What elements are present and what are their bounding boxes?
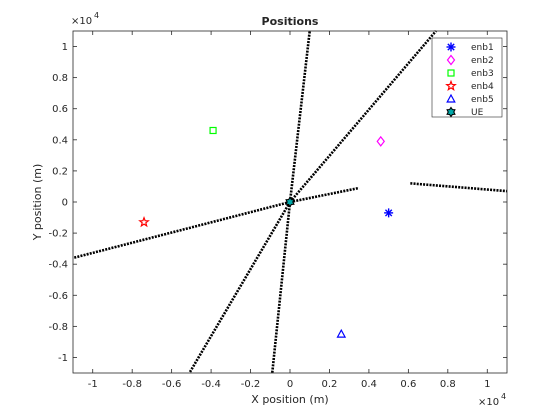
- legend-label: UE: [471, 108, 484, 118]
- x-tick-label: -0.4: [201, 379, 221, 390]
- legend-marker-enb5: [446, 93, 456, 103]
- y-exponent: ×10 4: [71, 11, 99, 27]
- legend-marker-enb2: [446, 54, 456, 66]
- x-tick-label: 0: [287, 379, 293, 390]
- marker-enb3: [209, 126, 217, 135]
- y-tick-label: -0.6: [48, 291, 68, 302]
- legend-label: enb5: [471, 95, 494, 105]
- marker-enb1: [384, 208, 394, 218]
- y-tick-label: 0.6: [52, 104, 68, 115]
- legend-marker-enb4: [445, 79, 457, 92]
- y-tick-label: 0.8: [52, 73, 68, 84]
- legend-label: enb2: [471, 56, 494, 66]
- x-tick-label: -0.2: [241, 379, 261, 390]
- legend-box: [431, 37, 503, 118]
- legend-marker-enb3: [447, 69, 455, 77]
- legend-label: enb1: [471, 43, 494, 53]
- x-exponent-power: 4: [501, 392, 506, 401]
- y-tick-label: -0.2: [48, 229, 68, 240]
- y-tick-label: -0.8: [48, 322, 68, 333]
- y-tick-label: 0: [62, 198, 68, 209]
- legend-label: enb4: [471, 82, 494, 92]
- x-exponent: ×10 4: [478, 392, 506, 408]
- x-tick-label: 0.2: [322, 379, 338, 390]
- marker-enb5: [336, 328, 347, 338]
- marker-enb4: [138, 216, 150, 228]
- legend-label: enb3: [471, 69, 494, 79]
- y-exponent-power: 4: [94, 11, 99, 20]
- marker-ue: [285, 196, 295, 208]
- y-tick-label: -1: [58, 353, 68, 364]
- y-tick-label: 1: [62, 42, 68, 53]
- x-tick-label: 0.6: [400, 379, 416, 390]
- trajectory-layer: [72, 30, 508, 374]
- legend-marker-enb1: [446, 42, 456, 52]
- ue-trajectory-line: [410, 182, 508, 193]
- y-tick-label: 0.4: [52, 135, 68, 146]
- x-axis-label: X position (m): [251, 393, 328, 406]
- x-tick-label: 0.8: [440, 379, 456, 390]
- x-tick-label: -0.6: [162, 379, 182, 390]
- marker-layer: [138, 126, 394, 338]
- chart-title: Positions: [262, 15, 319, 28]
- ue-trajectory-line: [289, 186, 360, 204]
- x-tick-label: -1: [88, 379, 98, 390]
- marker-enb2: [376, 135, 386, 147]
- ue-trajectory-line: [72, 200, 291, 260]
- y-tick-label: 0.2: [52, 166, 68, 177]
- legend: enb1 enb2 enb3 enb4 enb5 UE: [431, 37, 503, 118]
- x-tick-label: 0.4: [361, 379, 377, 390]
- tick-layer: -1 -0.8 -0.6 -0.4 -0.2 0 0.2 0.4 0.6 0.8 1 -1 -0.8 -0…: [48, 31, 507, 390]
- y-exponent-base: ×10: [71, 16, 92, 27]
- x-exponent-base: ×10: [478, 397, 499, 408]
- x-tick-label: 1: [484, 379, 490, 390]
- y-tick-label: -0.4: [48, 260, 68, 271]
- y-axis-label: Y position (m): [31, 164, 44, 242]
- legend-marker-ue: [446, 106, 456, 118]
- ue-trajectory-line: [188, 201, 292, 374]
- x-tick-label: -0.8: [122, 379, 142, 390]
- ue-trajectory-line: [289, 30, 437, 203]
